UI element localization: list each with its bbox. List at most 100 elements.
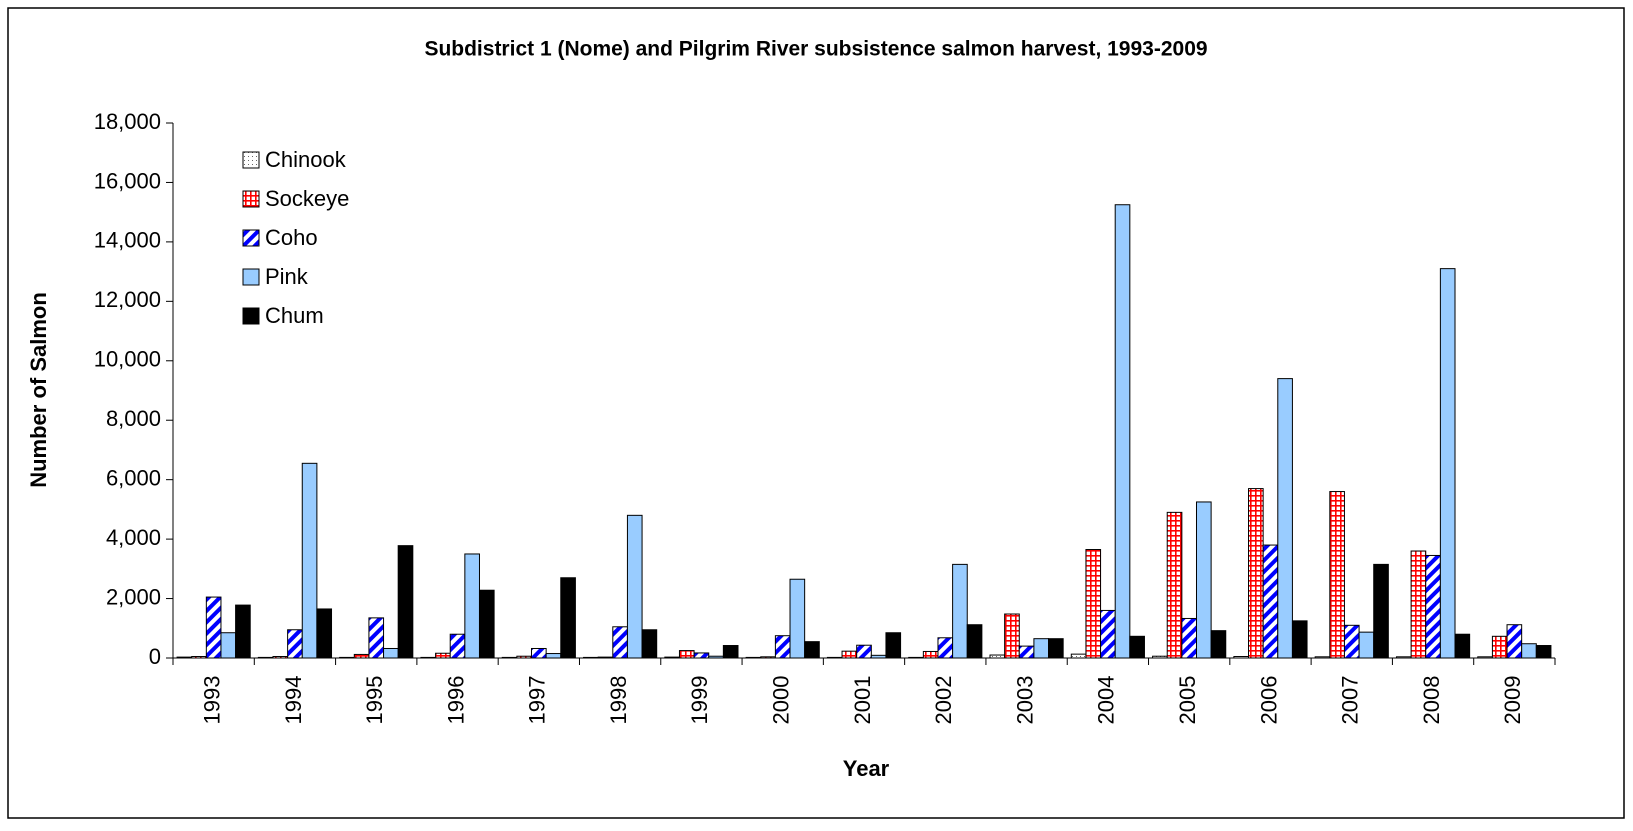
bar bbox=[1410, 550, 1427, 659]
bar bbox=[922, 650, 939, 659]
bar bbox=[1166, 511, 1183, 659]
bar bbox=[597, 656, 614, 659]
x-tick-label: 2005 bbox=[1175, 676, 1200, 725]
bar bbox=[1004, 613, 1020, 659]
bar bbox=[1262, 544, 1279, 659]
bar bbox=[464, 553, 480, 659]
bar bbox=[1070, 653, 1087, 659]
bar bbox=[257, 656, 274, 659]
bar bbox=[449, 633, 466, 659]
bar bbox=[1506, 624, 1523, 659]
y-tick-label: 18,000 bbox=[94, 109, 161, 134]
bar bbox=[287, 629, 303, 659]
y-tick-label: 8,000 bbox=[106, 406, 161, 431]
bar bbox=[272, 656, 289, 659]
y-tick-label: 0 bbox=[149, 644, 161, 669]
bar bbox=[316, 608, 333, 659]
legend-swatch bbox=[242, 268, 260, 286]
bar bbox=[678, 650, 695, 659]
bar bbox=[789, 578, 806, 659]
x-tick-label: 2001 bbox=[850, 676, 875, 725]
bar bbox=[1373, 563, 1389, 659]
bar bbox=[478, 589, 495, 659]
bar bbox=[1085, 549, 1102, 659]
x-tick-label: 1995 bbox=[362, 676, 387, 725]
bar bbox=[1277, 378, 1293, 659]
x-axis-title: Year bbox=[843, 756, 890, 781]
bar bbox=[1454, 633, 1471, 659]
bar bbox=[826, 656, 843, 659]
legend-label: Coho bbox=[265, 225, 318, 250]
chart-title: Subdistrict 1 (Nome) and Pilgrim River s… bbox=[424, 38, 1207, 61]
bar bbox=[383, 647, 399, 659]
bar bbox=[560, 577, 576, 659]
bar bbox=[1491, 635, 1508, 659]
legend-swatch bbox=[242, 151, 260, 169]
bar bbox=[1343, 624, 1360, 659]
y-tick-label: 14,000 bbox=[94, 228, 161, 253]
x-tick-label: 2000 bbox=[769, 676, 794, 725]
bar bbox=[1100, 609, 1116, 659]
bar bbox=[722, 645, 739, 659]
x-tick-label: 2009 bbox=[1500, 676, 1525, 725]
bar bbox=[1233, 656, 1250, 659]
bar bbox=[1439, 268, 1456, 659]
bar bbox=[1195, 501, 1212, 659]
x-tick-label: 2007 bbox=[1338, 676, 1363, 725]
bar bbox=[856, 644, 872, 659]
x-tick-label: 2008 bbox=[1419, 676, 1444, 725]
y-tick-label: 10,000 bbox=[94, 347, 161, 372]
bar bbox=[397, 545, 414, 659]
x-tick-label: 2003 bbox=[1012, 676, 1037, 725]
x-tick-label: 1998 bbox=[606, 676, 631, 725]
bar bbox=[693, 652, 710, 659]
bar bbox=[420, 656, 437, 659]
bar bbox=[1291, 620, 1308, 659]
bar bbox=[501, 656, 518, 659]
bar bbox=[235, 604, 251, 659]
bar bbox=[301, 462, 318, 659]
bar bbox=[760, 656, 776, 659]
bar bbox=[176, 656, 193, 659]
bar bbox=[1314, 656, 1331, 659]
bar bbox=[1477, 656, 1493, 659]
y-tick-label: 2,000 bbox=[106, 584, 161, 609]
bar bbox=[1033, 638, 1050, 659]
y-tick-label: 4,000 bbox=[106, 525, 161, 550]
x-tick-label: 1993 bbox=[199, 676, 224, 725]
bar bbox=[353, 653, 370, 659]
y-axis-title: Number of Salmon bbox=[26, 292, 51, 488]
bar bbox=[220, 632, 237, 659]
bar bbox=[205, 596, 222, 659]
bar bbox=[1395, 656, 1412, 659]
bar bbox=[1048, 638, 1064, 659]
bar bbox=[937, 637, 954, 659]
bar bbox=[531, 647, 547, 659]
bar bbox=[885, 632, 902, 659]
bar bbox=[191, 656, 207, 659]
bar bbox=[641, 629, 658, 659]
bar bbox=[626, 514, 643, 659]
bar bbox=[1181, 617, 1197, 659]
bar bbox=[612, 626, 628, 659]
legend-label: Chum bbox=[265, 303, 324, 328]
bar bbox=[1358, 631, 1375, 659]
bar bbox=[1152, 655, 1168, 659]
bar bbox=[583, 656, 599, 659]
y-tick-label: 6,000 bbox=[106, 465, 161, 490]
bar bbox=[1248, 488, 1264, 659]
bar bbox=[952, 563, 968, 659]
bar bbox=[1129, 635, 1145, 659]
bar bbox=[989, 654, 1006, 659]
bar bbox=[1521, 643, 1537, 659]
bar bbox=[1535, 645, 1552, 659]
bar bbox=[1425, 554, 1441, 659]
x-tick-label: 2002 bbox=[931, 676, 956, 725]
legend-label: Chinook bbox=[265, 147, 347, 172]
bar bbox=[368, 617, 385, 659]
bar bbox=[745, 656, 762, 659]
bar bbox=[908, 656, 924, 659]
y-tick-label: 12,000 bbox=[94, 287, 161, 312]
bar bbox=[841, 650, 858, 659]
